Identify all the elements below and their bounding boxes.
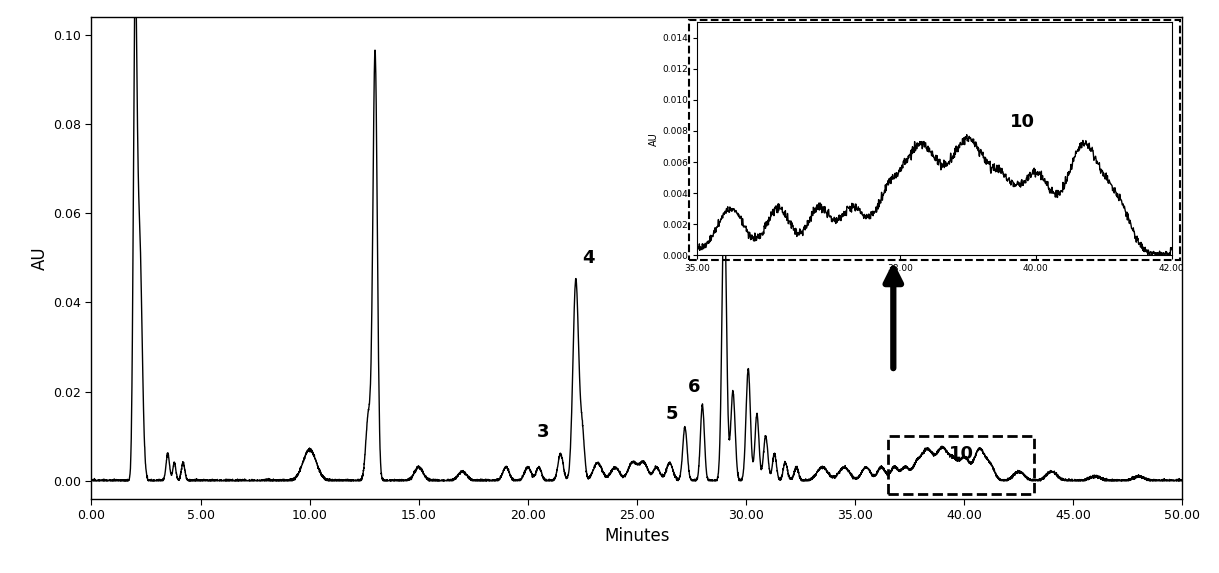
Text: 3: 3 — [538, 422, 550, 441]
Bar — [887, 436, 1034, 494]
Bar — [689, 19, 1180, 260]
Text: 6: 6 — [688, 378, 700, 396]
Text: 5: 5 — [666, 405, 679, 423]
Text: 7: 7 — [718, 164, 730, 182]
Text: 4: 4 — [583, 249, 595, 267]
Text: 10: 10 — [948, 445, 974, 463]
Y-axis label: AU: AU — [30, 246, 49, 270]
X-axis label: Minutes: Minutes — [605, 528, 669, 545]
